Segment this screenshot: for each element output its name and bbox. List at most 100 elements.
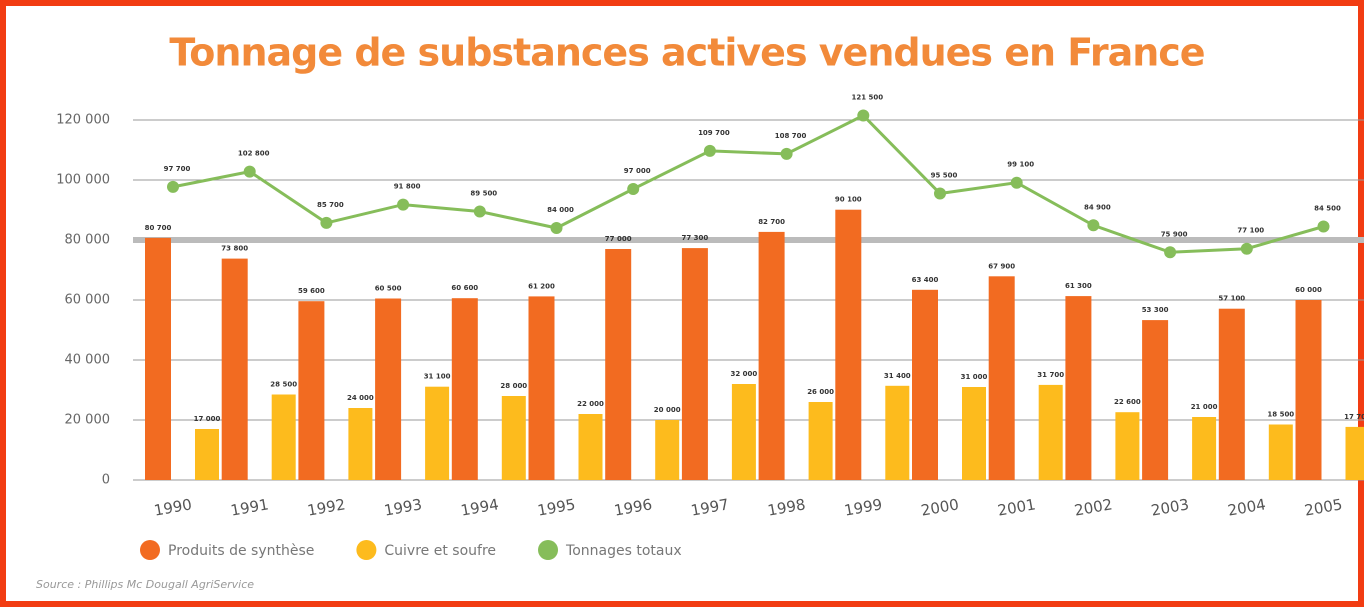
- bar: [962, 387, 986, 480]
- data-label: 95 500: [931, 172, 958, 180]
- line: [172, 113, 1324, 254]
- data-label: 97 000: [624, 167, 651, 175]
- chart-title: Tonnage de substances actives vendues en…: [169, 31, 1204, 75]
- data-label: 28 000: [500, 382, 527, 390]
- legend-swatch: [140, 540, 160, 560]
- line-point: [627, 183, 640, 195]
- bar: [655, 420, 680, 480]
- data-label: 20 000: [654, 406, 681, 414]
- bar: [271, 394, 296, 480]
- data-label: 82 700: [758, 218, 785, 226]
- data-label: 91 800: [394, 183, 421, 191]
- line-point: [243, 165, 256, 178]
- data-label: 84 900: [1084, 203, 1111, 211]
- x-tick-label: 2000: [920, 495, 961, 519]
- source: Source : Phillips Mc Dougall AgriService: [36, 578, 254, 591]
- bar: [1115, 412, 1140, 480]
- data-label: 60 000: [1295, 286, 1322, 294]
- data-label: 22 000: [577, 400, 604, 408]
- y-tick-label: 60 000: [65, 293, 111, 308]
- data-label: 17 000: [194, 415, 221, 423]
- data-label: 61 200: [528, 282, 555, 290]
- bar: [681, 248, 708, 480]
- legend-label: Tonnages totaux: [565, 543, 682, 559]
- data-label: 121 500: [851, 94, 883, 102]
- bar: [501, 396, 526, 480]
- legend-swatch: [538, 540, 559, 560]
- legend-label: Cuivre et soufre: [384, 543, 496, 559]
- bar: [578, 414, 603, 480]
- line-point: [857, 109, 870, 122]
- data-label: 17 700: [1344, 413, 1364, 421]
- y-tick-label: 20 000: [65, 413, 111, 428]
- bar: [758, 231, 785, 480]
- bar: [605, 249, 632, 480]
- y-tick-label: 120 000: [56, 113, 110, 128]
- x-tick-label: 1990: [153, 495, 194, 519]
- data-label: 59 600: [298, 287, 325, 295]
- x-tick-label: 1994: [459, 495, 500, 519]
- data-label: 21 000: [1191, 403, 1218, 411]
- line-point: [320, 216, 333, 229]
- bar: [808, 402, 833, 480]
- bar: [885, 385, 910, 480]
- data-label: 97 700: [164, 165, 191, 173]
- line-point: [934, 187, 946, 200]
- data-label: 84 000: [547, 206, 574, 214]
- data-label: 85 700: [317, 201, 344, 209]
- x-tick-label: 2001: [996, 495, 1037, 519]
- bar: [145, 237, 171, 480]
- bar: [1142, 320, 1169, 480]
- bar: [425, 386, 450, 480]
- data-label: 80 700: [145, 224, 172, 232]
- line-point: [167, 180, 179, 193]
- legend-swatch: [356, 540, 377, 560]
- x-tick-label: 1991: [229, 495, 270, 519]
- data-label: 32 000: [731, 370, 758, 378]
- line-point: [1317, 220, 1330, 233]
- x-tick-label: 1997: [689, 495, 730, 519]
- data-label: 31 000: [961, 373, 988, 381]
- y-tick-label: 0: [102, 473, 110, 488]
- data-label: 60 600: [451, 284, 478, 292]
- x-tick-label: 1999: [843, 495, 884, 519]
- line-point: [397, 198, 410, 211]
- x-tick-label: 1995: [536, 495, 577, 519]
- data-label: 73 800: [221, 245, 248, 253]
- bar: [1218, 308, 1245, 480]
- bar: [912, 289, 938, 480]
- data-label: 77 100: [1237, 227, 1264, 235]
- bar: [1192, 417, 1217, 480]
- data-label: 31 100: [424, 373, 451, 381]
- x-tick-label: 1993: [383, 495, 424, 519]
- bar: [451, 298, 478, 480]
- line-point: [1087, 219, 1100, 232]
- y-tick-label: 80 000: [65, 233, 111, 248]
- x-tick-label: 2004: [1226, 495, 1267, 519]
- data-label: 26 000: [807, 388, 834, 396]
- data-label: 28 500: [270, 381, 297, 389]
- bar: [1268, 424, 1293, 480]
- line-point: [550, 222, 563, 234]
- x-tick-label: 2003: [1150, 495, 1191, 519]
- line-point: [1010, 176, 1023, 189]
- bar: [298, 301, 325, 480]
- data-label: 77 300: [682, 234, 709, 242]
- data-label: 108 700: [775, 132, 807, 140]
- data-label: 18 500: [1267, 411, 1294, 419]
- data-label: 24 000: [347, 394, 374, 402]
- data-label: 61 300: [1065, 282, 1092, 290]
- bar: [221, 258, 248, 480]
- line-point: [780, 147, 793, 160]
- line-point: [703, 144, 716, 157]
- data-label: 102 800: [238, 150, 270, 158]
- bar: [988, 276, 1015, 480]
- x-tick-label: 1998: [766, 495, 807, 519]
- data-label: 53 300: [1142, 306, 1169, 314]
- data-label: 90 100: [835, 196, 862, 204]
- data-label: 84 500: [1314, 205, 1341, 213]
- line-point: [1164, 246, 1177, 259]
- data-label: 77 000: [605, 235, 632, 243]
- bar: [348, 408, 373, 480]
